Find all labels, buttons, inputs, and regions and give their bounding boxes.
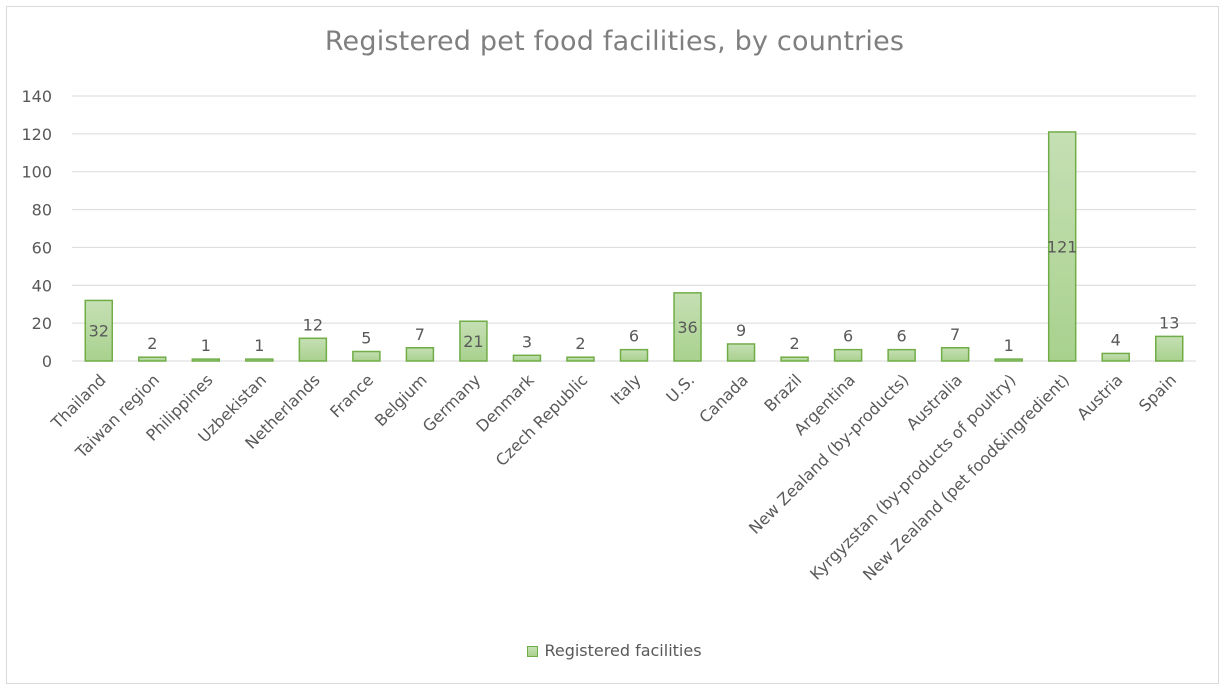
- y-tick-label: 120: [21, 125, 52, 144]
- bar: [940, 347, 970, 362]
- data-label: 21: [463, 332, 483, 351]
- y-tick-label: 20: [32, 314, 52, 333]
- bar: [352, 350, 381, 362]
- bars: [84, 131, 1184, 362]
- y-tick-label: 40: [32, 276, 52, 295]
- bar: [512, 354, 542, 362]
- y-axis-tick-labels: 0 20 40 60 80 100 120 140: [21, 87, 52, 371]
- bar: [245, 358, 274, 362]
- y-tick-label: 100: [21, 163, 52, 182]
- data-label: 13: [1159, 313, 1179, 332]
- x-tick-label: Canada: [695, 370, 751, 426]
- y-tick-label: 60: [32, 238, 52, 257]
- y-tick-label: 0: [42, 352, 52, 371]
- legend-label: Registered facilities: [544, 641, 702, 660]
- data-label: 1: [1004, 336, 1014, 355]
- data-label: 121: [1047, 237, 1078, 256]
- data-label: 6: [897, 327, 907, 346]
- data-label: 36: [677, 318, 697, 337]
- bar: [780, 356, 809, 362]
- data-label: 4: [1111, 330, 1121, 349]
- bar: [833, 348, 863, 362]
- data-label: 1: [201, 336, 211, 355]
- x-tick-label: France: [326, 370, 377, 421]
- x-tick-label: Italy: [607, 370, 645, 408]
- bar: [566, 356, 595, 362]
- data-label: 7: [950, 325, 960, 344]
- legend-swatch: [527, 646, 539, 657]
- legend: Registered facilities: [0, 641, 1229, 660]
- data-label: 7: [415, 325, 425, 344]
- bar: [84, 299, 114, 362]
- data-label: 6: [629, 327, 639, 346]
- bar: [726, 343, 756, 362]
- bar: [191, 358, 221, 362]
- gridlines: [72, 95, 1196, 362]
- bar: [1047, 131, 1077, 362]
- data-label: 5: [361, 329, 371, 348]
- x-tick-label: U.S.: [662, 370, 698, 406]
- bar: [673, 292, 702, 362]
- data-label: 2: [147, 334, 157, 353]
- data-label: 1: [254, 336, 264, 355]
- bar: [1101, 352, 1130, 362]
- y-tick-label: 140: [21, 87, 52, 106]
- bar: [405, 347, 435, 362]
- bar: [1154, 335, 1184, 362]
- chart-title: Registered pet food facilities, by count…: [324, 26, 905, 57]
- x-tick-label: Germany: [419, 370, 484, 435]
- x-tick-label: Austria: [1073, 370, 1126, 423]
- bar: [138, 356, 167, 362]
- data-label: 32: [89, 322, 109, 341]
- bar: [619, 348, 649, 362]
- data-label: 3: [522, 332, 532, 351]
- x-tick-label: Czech Republic: [492, 370, 592, 470]
- bar: [994, 358, 1023, 362]
- chart-frame: [6, 6, 1219, 684]
- y-tick-label: 80: [32, 201, 52, 220]
- bar: [459, 320, 488, 362]
- data-label: 2: [789, 334, 799, 353]
- x-tick-label: Brazil: [760, 370, 805, 415]
- bar: [298, 337, 328, 362]
- x-tick-label: Spain: [1135, 370, 1180, 415]
- data-label: 12: [303, 315, 323, 334]
- data-label: 9: [736, 321, 746, 340]
- data-label: 6: [843, 327, 853, 346]
- bar: [887, 348, 916, 362]
- data-label: 2: [575, 334, 585, 353]
